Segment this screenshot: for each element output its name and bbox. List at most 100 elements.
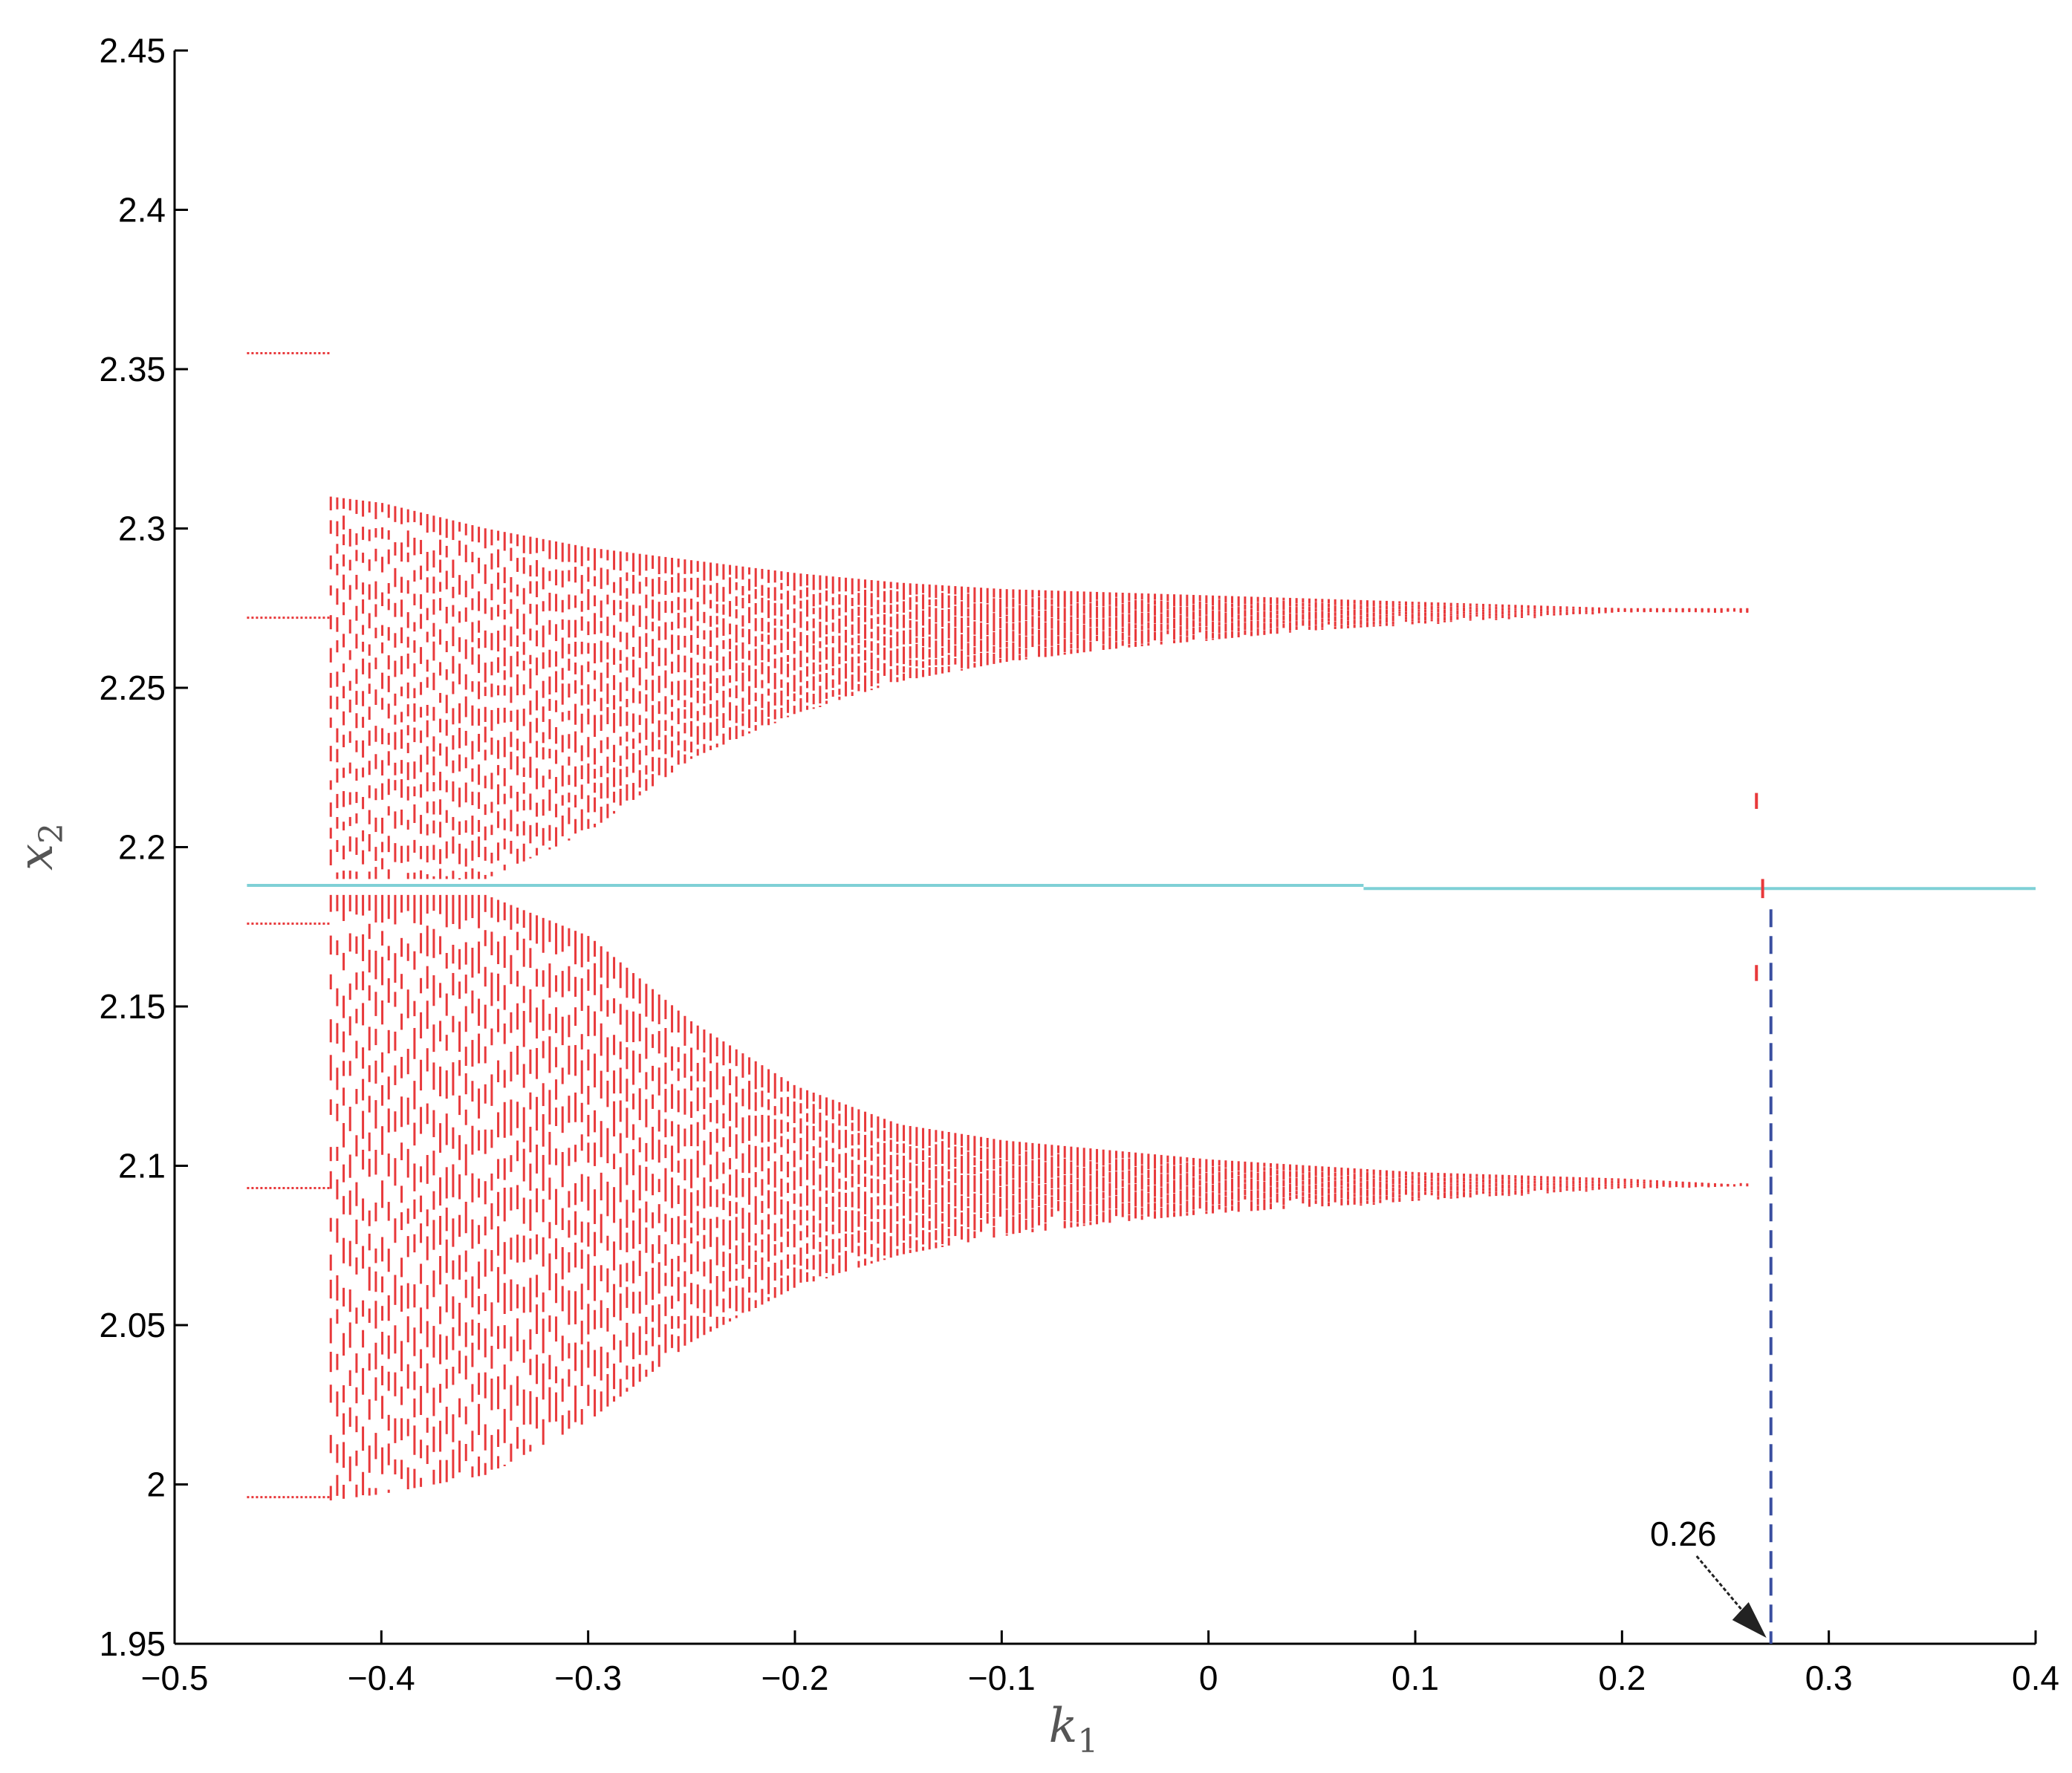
band-mark bbox=[1495, 609, 1498, 614]
band-mark bbox=[1340, 1189, 1343, 1199]
band-mark bbox=[1096, 600, 1099, 607]
band-mark bbox=[1411, 608, 1414, 614]
band-mark bbox=[580, 665, 583, 686]
band-mark bbox=[394, 602, 397, 617]
band-mark bbox=[851, 578, 854, 595]
band-mark bbox=[522, 1286, 525, 1313]
band-mark bbox=[652, 1267, 655, 1300]
band-mark bbox=[626, 1047, 629, 1070]
band-mark bbox=[1166, 630, 1169, 634]
band-mark bbox=[993, 1139, 996, 1159]
band-mark bbox=[503, 1102, 506, 1138]
band-mark bbox=[1579, 611, 1582, 614]
band-mark bbox=[1334, 617, 1337, 622]
band-mark bbox=[1585, 1179, 1588, 1182]
band-mark bbox=[1263, 1182, 1266, 1192]
band-mark bbox=[819, 593, 822, 605]
band-mark bbox=[709, 722, 712, 741]
band-mark bbox=[1540, 1185, 1543, 1188]
band-mark bbox=[1154, 593, 1157, 600]
band-mark bbox=[793, 1102, 796, 1124]
band-mark bbox=[619, 1133, 622, 1154]
band-mark bbox=[536, 1354, 539, 1385]
band-mark bbox=[1218, 622, 1221, 626]
band-mark bbox=[329, 1318, 332, 1344]
band-mark bbox=[1237, 619, 1240, 627]
band-mark bbox=[1031, 616, 1034, 628]
band-mark bbox=[568, 793, 571, 803]
band-mark bbox=[336, 1103, 339, 1122]
band-mark bbox=[394, 762, 397, 775]
band-mark bbox=[1160, 623, 1163, 631]
band-mark bbox=[1527, 1180, 1530, 1185]
band-mark bbox=[1250, 1201, 1253, 1211]
band-mark bbox=[741, 1178, 744, 1197]
band-mark bbox=[1475, 1181, 1478, 1184]
band-mark bbox=[857, 617, 860, 634]
band-mark bbox=[1102, 607, 1105, 618]
band-mark bbox=[748, 651, 751, 660]
band-mark bbox=[587, 1049, 590, 1071]
band-mark bbox=[729, 1069, 732, 1085]
band-mark bbox=[1308, 604, 1311, 607]
band-mark bbox=[1386, 622, 1389, 626]
band-mark bbox=[773, 645, 776, 654]
band-mark bbox=[594, 748, 597, 765]
band-mark bbox=[1108, 1182, 1111, 1197]
band-mark bbox=[632, 1260, 635, 1284]
band-mark bbox=[1405, 614, 1408, 617]
band-mark bbox=[1507, 1174, 1510, 1180]
band-mark bbox=[1398, 1171, 1401, 1178]
band-mark bbox=[787, 614, 790, 629]
band-mark bbox=[1688, 1186, 1691, 1188]
band-mark bbox=[1166, 601, 1169, 610]
band-mark bbox=[1031, 590, 1034, 598]
band-mark bbox=[587, 936, 590, 962]
band-mark bbox=[748, 1212, 751, 1243]
band-mark bbox=[954, 1208, 957, 1217]
band-mark bbox=[1019, 648, 1022, 654]
band-mark bbox=[638, 1137, 641, 1153]
band-mark bbox=[420, 755, 423, 772]
band-mark bbox=[1514, 1182, 1517, 1185]
band-mark bbox=[348, 1240, 351, 1266]
band-mark bbox=[452, 1414, 455, 1442]
band-mark bbox=[548, 1177, 551, 1200]
band-mark bbox=[516, 907, 519, 924]
band-mark bbox=[780, 593, 783, 600]
band-mark bbox=[1456, 614, 1459, 617]
band-mark bbox=[362, 830, 365, 842]
band-mark bbox=[348, 816, 351, 827]
band-mark bbox=[773, 587, 776, 601]
band-mark bbox=[638, 1013, 641, 1041]
band-mark bbox=[961, 1147, 964, 1155]
band-mark bbox=[793, 1223, 796, 1248]
band-mark bbox=[922, 1215, 925, 1229]
band-mark bbox=[767, 587, 770, 599]
band-mark bbox=[870, 1148, 873, 1161]
band-mark bbox=[896, 1206, 899, 1222]
band-mark bbox=[1372, 617, 1375, 622]
band-mark bbox=[406, 786, 409, 801]
band-mark bbox=[825, 636, 828, 645]
band-mark bbox=[657, 1067, 660, 1096]
band-mark bbox=[928, 1156, 931, 1168]
band-mark bbox=[845, 1105, 848, 1127]
band-mark bbox=[922, 1161, 925, 1182]
band-mark bbox=[1372, 1203, 1375, 1205]
band-mark bbox=[1166, 593, 1169, 602]
band-mark bbox=[1675, 608, 1678, 611]
band-mark bbox=[1250, 621, 1253, 631]
band-mark bbox=[709, 1164, 712, 1182]
band-mark bbox=[1005, 1185, 1008, 1209]
band-mark bbox=[1546, 1180, 1549, 1183]
band-mark bbox=[845, 663, 848, 679]
band-mark bbox=[580, 575, 583, 594]
band-mark bbox=[831, 1123, 834, 1143]
band-mark bbox=[1727, 1185, 1730, 1187]
band-mark bbox=[439, 1066, 442, 1096]
band-mark bbox=[877, 1209, 880, 1220]
band-mark bbox=[355, 499, 358, 514]
band-mark bbox=[1405, 1182, 1408, 1186]
band-mark bbox=[426, 705, 429, 716]
